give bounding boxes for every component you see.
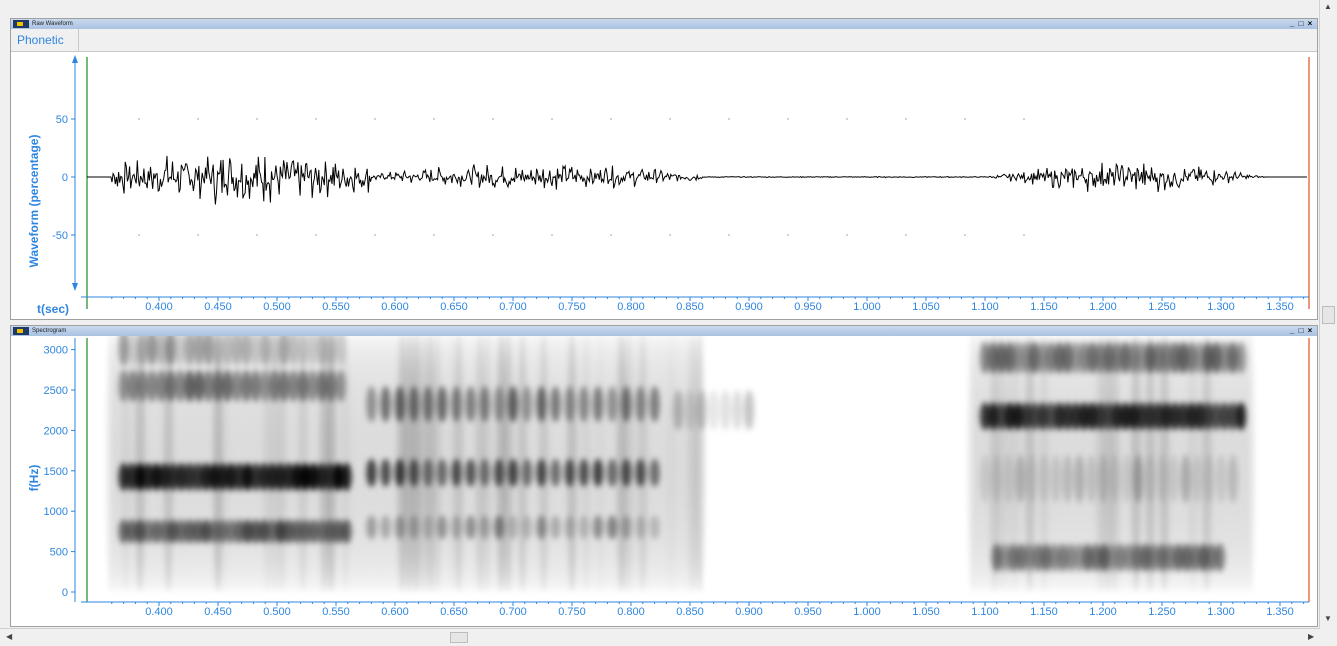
amplitude-tick-label: 50 [56, 114, 68, 126]
scroll-up-icon[interactable]: ▲ [1324, 2, 1332, 11]
vertical-scroll-thumb[interactable] [1322, 306, 1335, 324]
restore-button[interactable]: □ [1298, 326, 1304, 335]
waveform-title-bar: Raw Waveform _ □ × [11, 19, 1317, 29]
frequency-tick-label: 500 [50, 547, 68, 559]
frequency-tick-label: 0 [62, 587, 68, 599]
time-tick-label: 1.050 [912, 301, 940, 313]
horizontal-scroll-thumb[interactable] [450, 632, 468, 643]
frequency-tick-label: 3000 [44, 345, 68, 357]
time-tick-label: 0.750 [558, 606, 586, 618]
close-button[interactable]: × [1307, 19, 1313, 28]
time-tick-label: 0.550 [322, 606, 350, 618]
waveform-plot[interactable]: Waveform (percentage) 50 0 -50 0.400 0.450 0… [11, 51, 1318, 320]
horizontal-scrollbar[interactable]: ◀ ▶ [0, 628, 1320, 646]
phonetic-label[interactable]: Phonetic [11, 29, 79, 51]
time-tick-label: 1.000 [853, 301, 881, 313]
time-tick-label: 0.400 [145, 301, 173, 313]
time-tick-label: 0.450 [204, 606, 232, 618]
time-tick-label: 0.500 [263, 301, 291, 313]
time-tick-label: 1.100 [971, 301, 999, 313]
time-tick-label: 0.950 [794, 301, 822, 313]
time-tick-label: 0.400 [145, 606, 173, 618]
time-tick-label: 0.950 [794, 606, 822, 618]
amplitude-tick-label: 0 [62, 172, 68, 184]
spectrogram-pane: Spectrogram _ □ × f(Hz) 3000 2500 2000 1500… [10, 325, 1318, 627]
frequency-tick-label: 2500 [44, 385, 68, 397]
time-tick-label: 0.850 [676, 301, 704, 313]
time-tick-label: 0.700 [499, 606, 527, 618]
time-tick-label: 1.050 [912, 606, 940, 618]
time-tick-label: 0.450 [204, 301, 232, 313]
time-tick-label: 1.350 [1266, 301, 1294, 313]
waveform-pane: Raw Waveform _ □ × Phonetic Waveform (pe… [10, 18, 1318, 320]
restore-button[interactable]: □ [1298, 19, 1304, 28]
time-tick-label: 1.300 [1207, 301, 1235, 313]
time-tick-label: 1.350 [1266, 606, 1294, 618]
time-tick-label: 0.600 [381, 301, 409, 313]
time-tick-label: 1.250 [1148, 301, 1176, 313]
time-tick-label: 1.300 [1207, 606, 1235, 618]
waveform-trace [87, 155, 1307, 205]
phonetic-row: Phonetic [11, 29, 1317, 52]
app-icon [13, 20, 29, 28]
waveform-y-axis-label: Waveform (percentage) [27, 135, 41, 268]
frequency-tick-label: 2000 [44, 425, 68, 437]
time-tick-label: 1.000 [853, 606, 881, 618]
frequency-tick-label: 1500 [44, 466, 68, 478]
time-tick-label: 1.250 [1148, 606, 1176, 618]
spectrogram-plot[interactable]: f(Hz) 3000 2500 2000 1500 1000 500 0 0.400 0.45… [11, 336, 1318, 627]
time-tick-label: 0.650 [440, 606, 468, 618]
time-tick-label: 0.800 [617, 606, 645, 618]
time-tick-label: 0.700 [499, 301, 527, 313]
time-tick-label: 1.100 [971, 606, 999, 618]
time-tick-label: 0.600 [381, 606, 409, 618]
time-tick-label: 1.150 [1030, 606, 1058, 618]
waveform-title: Raw Waveform [32, 21, 73, 27]
time-tick-label: 1.200 [1089, 301, 1117, 313]
close-button[interactable]: × [1307, 326, 1313, 335]
time-tick-label: 0.900 [735, 301, 763, 313]
app-icon [13, 327, 29, 335]
time-tick-label: 1.150 [1030, 301, 1058, 313]
minimize-button[interactable]: _ [1289, 326, 1295, 335]
scroll-down-icon[interactable]: ▼ [1324, 614, 1332, 623]
time-tick-label: 0.500 [263, 606, 291, 618]
frequency-axis-label: f(Hz) [27, 465, 41, 492]
time-tick-label: 0.650 [440, 301, 468, 313]
vertical-scrollbar[interactable]: ▲ ▼ [1319, 0, 1337, 628]
time-tick-label: 0.850 [676, 606, 704, 618]
scroll-right-icon[interactable]: ▶ [1308, 632, 1315, 641]
spectrogram-title: Spectrogram [32, 328, 67, 334]
scroll-left-icon[interactable]: ◀ [6, 632, 13, 641]
time-tick-label: 0.750 [558, 301, 586, 313]
time-tick-label: 0.550 [322, 301, 350, 313]
time-tick-label: 1.200 [1089, 606, 1117, 618]
time-axis-label: t(sec) [37, 302, 69, 316]
time-tick-label: 0.800 [617, 301, 645, 313]
frequency-tick-label: 1000 [44, 506, 68, 518]
spectrogram-title-bar: Spectrogram _ □ × [11, 326, 1317, 336]
minimize-button[interactable]: _ [1289, 19, 1295, 28]
amplitude-tick-label: -50 [52, 230, 68, 242]
time-tick-label: 0.900 [735, 606, 763, 618]
